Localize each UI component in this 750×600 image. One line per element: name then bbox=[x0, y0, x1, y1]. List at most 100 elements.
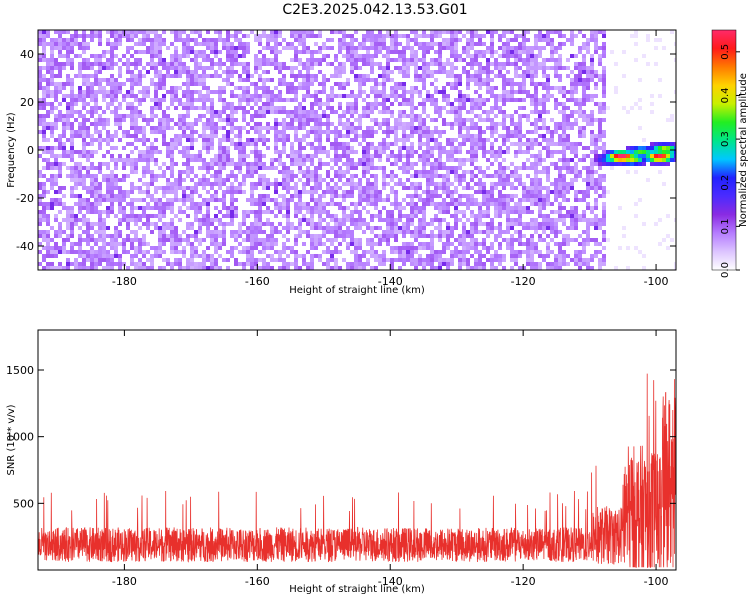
heatmap-cell bbox=[278, 194, 282, 198]
heatmap-cell bbox=[506, 138, 510, 142]
heatmap-cell bbox=[202, 182, 206, 186]
heatmap-cell bbox=[154, 190, 158, 194]
heatmap-cell bbox=[550, 46, 554, 50]
heatmap-cell bbox=[490, 190, 494, 194]
heatmap-cell bbox=[238, 150, 242, 154]
heatmap-cell bbox=[410, 182, 414, 186]
heatmap-cell bbox=[386, 54, 390, 58]
heatmap-cell bbox=[470, 110, 474, 114]
heatmap-cell bbox=[506, 194, 510, 198]
heatmap-cell bbox=[174, 178, 178, 182]
heatmap-cell bbox=[542, 194, 546, 198]
heatmap-cell bbox=[546, 202, 550, 206]
heatmap-cell bbox=[542, 66, 546, 70]
heatmap-cell bbox=[438, 42, 442, 46]
heatmap-cell bbox=[74, 38, 78, 42]
heatmap-cell bbox=[198, 50, 202, 54]
heatmap-cell bbox=[150, 158, 154, 162]
heatmap-cell bbox=[254, 158, 258, 162]
figure-title: C2E3.2025.042.13.53.G01 bbox=[282, 2, 467, 18]
heatmap-cell bbox=[86, 66, 90, 70]
heatmap-cell bbox=[190, 126, 194, 130]
heatmap-cell bbox=[350, 46, 354, 50]
heatmap-cell bbox=[406, 162, 410, 166]
heatmap-cell bbox=[134, 30, 138, 34]
heatmap-cell bbox=[602, 130, 606, 134]
heatmap-cell bbox=[322, 54, 326, 58]
heatmap-cell bbox=[70, 142, 74, 146]
heatmap-cell bbox=[158, 230, 162, 234]
heatmap-cell bbox=[522, 150, 526, 154]
heatmap-cell bbox=[46, 122, 50, 126]
heatmap-cell bbox=[186, 234, 190, 238]
heatmap-cell bbox=[254, 222, 258, 226]
heatmap-cell bbox=[86, 130, 90, 134]
heatmap-cell bbox=[110, 158, 114, 162]
heatmap-cell bbox=[362, 138, 366, 142]
heatmap-cell bbox=[330, 158, 334, 162]
heatmap-cell bbox=[602, 230, 606, 234]
heatmap-cell bbox=[78, 226, 82, 230]
heatmap-cell bbox=[254, 198, 258, 202]
heatmap-cell bbox=[106, 50, 110, 54]
heatmap-cell bbox=[298, 86, 302, 90]
heatmap-cell bbox=[442, 90, 446, 94]
heatmap-cell bbox=[90, 110, 94, 114]
heatmap-cell bbox=[610, 166, 614, 170]
heatmap-cell bbox=[86, 86, 90, 90]
heatmap-cell bbox=[570, 114, 574, 118]
heatmap-cell bbox=[358, 162, 362, 166]
heatmap-cell bbox=[70, 226, 74, 230]
heatmap-cell bbox=[486, 194, 490, 198]
heatmap-cell bbox=[458, 110, 462, 114]
heatmap-cell bbox=[78, 94, 82, 98]
heatmap-cell bbox=[206, 190, 210, 194]
heatmap-cell bbox=[54, 86, 58, 90]
heatmap-cell bbox=[426, 222, 430, 226]
heatmap-cell bbox=[546, 90, 550, 94]
heatmap-cell bbox=[426, 90, 430, 94]
heatmap-cell bbox=[522, 226, 526, 230]
heatmap-cell bbox=[122, 98, 126, 102]
heatmap-cell bbox=[70, 210, 74, 214]
heatmap-cell bbox=[398, 202, 402, 206]
heatmap-cell bbox=[222, 202, 226, 206]
heatmap-cell bbox=[138, 126, 142, 130]
heatmap-cell bbox=[318, 90, 322, 94]
heatmap-cell bbox=[58, 166, 62, 170]
heatmap-cell bbox=[586, 78, 590, 82]
heatmap-cell bbox=[146, 90, 150, 94]
heatmap-cell bbox=[74, 218, 78, 222]
heatmap-cell bbox=[182, 202, 186, 206]
heatmap-cell bbox=[146, 194, 150, 198]
heatmap-cell bbox=[74, 54, 78, 58]
heatmap-cell bbox=[474, 42, 478, 46]
heatmap-cell bbox=[574, 146, 578, 150]
heatmap-cell bbox=[114, 230, 118, 234]
heatmap-cell bbox=[382, 94, 386, 98]
heatmap-cell bbox=[538, 98, 542, 102]
heatmap-cell bbox=[442, 186, 446, 190]
heatmap-cell bbox=[186, 226, 190, 230]
heatmap-cell bbox=[450, 170, 454, 174]
heatmap-cell bbox=[614, 62, 618, 66]
heatmap-cell bbox=[490, 146, 494, 150]
heatmap-cell bbox=[386, 94, 390, 98]
heatmap-cell bbox=[522, 50, 526, 54]
heatmap-cell bbox=[514, 90, 518, 94]
heatmap-cell bbox=[350, 150, 354, 154]
heatmap-cell bbox=[446, 70, 450, 74]
heatmap-cell bbox=[510, 46, 514, 50]
heatmap-cell bbox=[474, 146, 478, 150]
heatmap-cell bbox=[654, 162, 658, 166]
heatmap-cell bbox=[434, 62, 438, 66]
heatmap-cell bbox=[70, 138, 74, 142]
heatmap-cell bbox=[154, 42, 158, 46]
heatmap-cell bbox=[438, 130, 442, 134]
heatmap-cell bbox=[510, 238, 514, 242]
heatmap-cell bbox=[274, 110, 278, 114]
heatmap-cell bbox=[386, 230, 390, 234]
heatmap-cell bbox=[514, 170, 518, 174]
heatmap-cell bbox=[318, 182, 322, 186]
heatmap-cell bbox=[106, 166, 110, 170]
